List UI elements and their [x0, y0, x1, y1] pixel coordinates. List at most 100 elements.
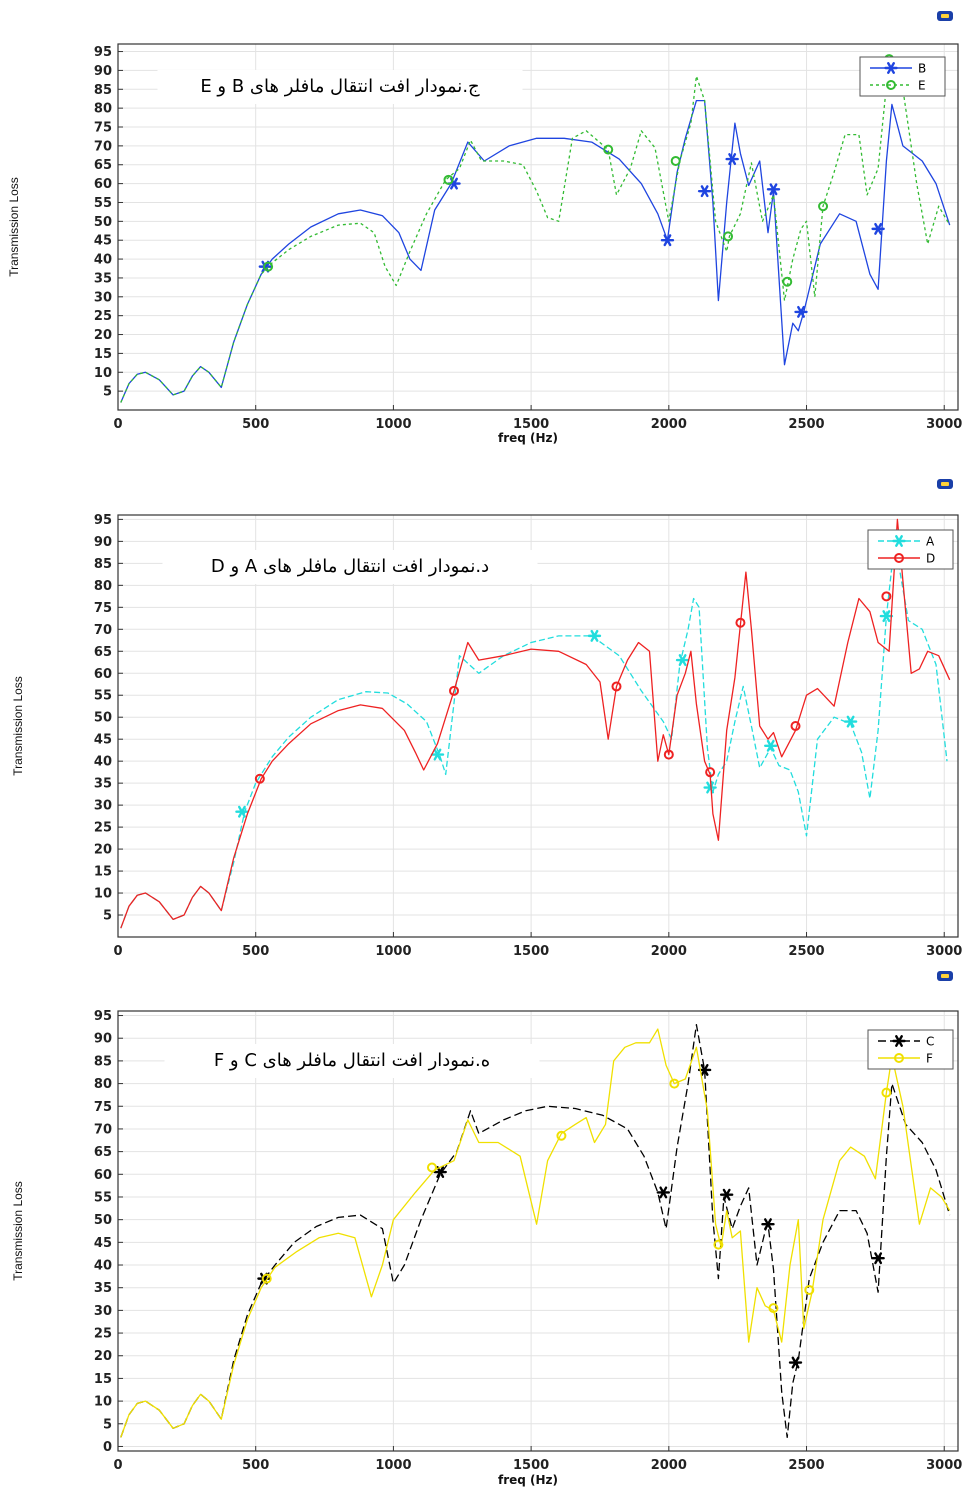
marker-circle-legend — [886, 80, 896, 90]
legend-label: C — [926, 1035, 934, 1049]
marker-stroke — [663, 234, 672, 247]
x-tick-label: 2500 — [788, 1458, 824, 1473]
marker-stroke — [450, 177, 458, 190]
marker-stroke — [433, 748, 442, 761]
series-F — [120, 1028, 951, 1438]
chart-1: 5 10 15 20 25 30 35 40 45 50 55 60 65 70 75 80 85 90 95 0 50… — [7, 11, 962, 445]
x-tick-label: 1500 — [513, 1458, 549, 1473]
y-tick-label: 60 — [94, 667, 112, 682]
marker-circle-2 — [556, 1130, 567, 1141]
legend-entry-E: E — [870, 79, 926, 93]
y-tick-label: 35 — [94, 1281, 112, 1296]
marker-circle-3 — [670, 155, 681, 166]
marker-circle-0 — [261, 1273, 272, 1284]
legend-entry-C: C — [878, 1035, 934, 1049]
series-line-C — [120, 1023, 951, 1439]
series-line-E — [120, 58, 951, 403]
legend-label: E — [918, 79, 926, 93]
y-axis-ticks: 5 10 15 20 25 30 35 40 45 50 55 60 65 70 75 80 85 90 95 — [94, 45, 123, 400]
y-tick-label: 50 — [94, 215, 112, 230]
y-tick-label: 50 — [94, 1213, 112, 1228]
series-C — [120, 1023, 951, 1439]
y-tick-label: 85 — [94, 557, 112, 572]
marker-circle-4 — [713, 1239, 724, 1250]
title-background — [157, 70, 523, 104]
marker-circle-5 — [735, 617, 746, 628]
title-background — [164, 1044, 540, 1078]
marker-circle-3 — [669, 1078, 680, 1089]
export-icon — [937, 11, 953, 21]
marker-stroke — [874, 222, 883, 235]
y-tick-label: 90 — [94, 1032, 112, 1047]
marker-asterisk-2 — [660, 234, 675, 247]
marker-asterisk-2 — [587, 629, 602, 642]
marker-stroke — [766, 739, 775, 752]
marker-circle-3 — [663, 749, 674, 760]
y-tick-label: 65 — [94, 645, 112, 660]
marker-circle-6 — [804, 1284, 815, 1295]
legend-box — [867, 1029, 954, 1070]
x-tick-label: 2000 — [651, 944, 687, 959]
x-tick-label: 2500 — [788, 944, 824, 959]
y-tick-label: 55 — [94, 196, 112, 211]
y-tick-label: 25 — [94, 1327, 112, 1342]
marker-circle-7 — [881, 591, 892, 602]
export-icon-center — [941, 974, 949, 978]
y-tick-label: 15 — [94, 865, 112, 880]
x-tick-label: 1000 — [375, 417, 411, 432]
y-axis-label: Transmission Loss — [7, 177, 21, 277]
marker-stroke — [700, 185, 709, 198]
y-tick-label: 75 — [94, 601, 112, 616]
y-axis-label: Transmission Loss — [11, 676, 25, 776]
plot-frame — [117, 43, 959, 411]
y-tick-label: 75 — [94, 1100, 112, 1115]
series-line-F — [120, 1028, 951, 1438]
y-tick-label: 40 — [94, 755, 112, 770]
y-tick-label: 60 — [94, 1168, 112, 1183]
marker-asterisk-4 — [725, 153, 739, 166]
y-tick-label: 10 — [94, 1395, 112, 1410]
y-tick-label: 75 — [94, 121, 112, 136]
y-tick-label: 5 — [103, 909, 112, 924]
marker-asterisk-2 — [656, 1186, 671, 1199]
marker-asterisk-legend — [884, 62, 898, 74]
marker-circle-4 — [705, 767, 716, 778]
y-tick-label: 45 — [94, 234, 112, 249]
marker-asterisk-6 — [794, 305, 808, 318]
x-axis-label: freq (Hz) — [498, 431, 558, 445]
title-text: د.نمودار افت انتقال مافلر های A و D — [211, 556, 489, 577]
x-tick-label: 3000 — [926, 417, 962, 432]
marker-asterisk-3 — [675, 654, 690, 667]
chart-title: ه.نمودار افت انتقال مافلر های C و F — [164, 1044, 540, 1078]
plot-area — [118, 1011, 958, 1451]
x-tick-label: 1500 — [513, 417, 549, 432]
x-axis-ticks: 0 500 1000 1500 2000 2500 3000 — [113, 932, 962, 959]
marker-stroke — [887, 62, 895, 74]
x-tick-label: 500 — [242, 1458, 269, 1473]
chart-title: ج.نمودار افت انتقال مافلر های B و E — [157, 70, 523, 104]
x-tick-label: 0 — [113, 417, 122, 432]
marker-asterisk-legend — [892, 535, 906, 547]
y-tick-label: 20 — [94, 1349, 112, 1364]
x-tick-label: 500 — [242, 417, 269, 432]
y-tick-label: 30 — [94, 290, 112, 305]
y-tick-label: 95 — [94, 513, 112, 528]
marker-asterisk-5 — [761, 1218, 775, 1231]
legend-label: D — [926, 552, 935, 566]
marker-stroke — [874, 1252, 883, 1265]
title-text: ه.نمودار افت انتقال مافلر های C و F — [214, 1050, 490, 1071]
y-tick-label: 0 — [103, 1440, 112, 1455]
y-tick-label: 25 — [94, 821, 112, 836]
marker-circle-1 — [449, 685, 459, 696]
y-tick-label: 15 — [94, 347, 112, 362]
marker-stroke — [764, 1218, 772, 1231]
x-tick-label: 2000 — [651, 417, 687, 432]
grid — [117, 1011, 958, 1451]
y-tick-label: 55 — [94, 1190, 112, 1205]
legend-entry-A: A — [878, 535, 935, 549]
marker-asterisk-1 — [430, 748, 445, 761]
marker-circle-legend — [894, 1053, 904, 1063]
y-tick-label: 30 — [94, 799, 112, 814]
chart-3: 0 5 10 15 20 25 30 35 40 45 50 55 60 65 70 75 80 85 90 95 0 5… — [11, 971, 962, 1487]
x-tick-label: 1500 — [513, 944, 549, 959]
